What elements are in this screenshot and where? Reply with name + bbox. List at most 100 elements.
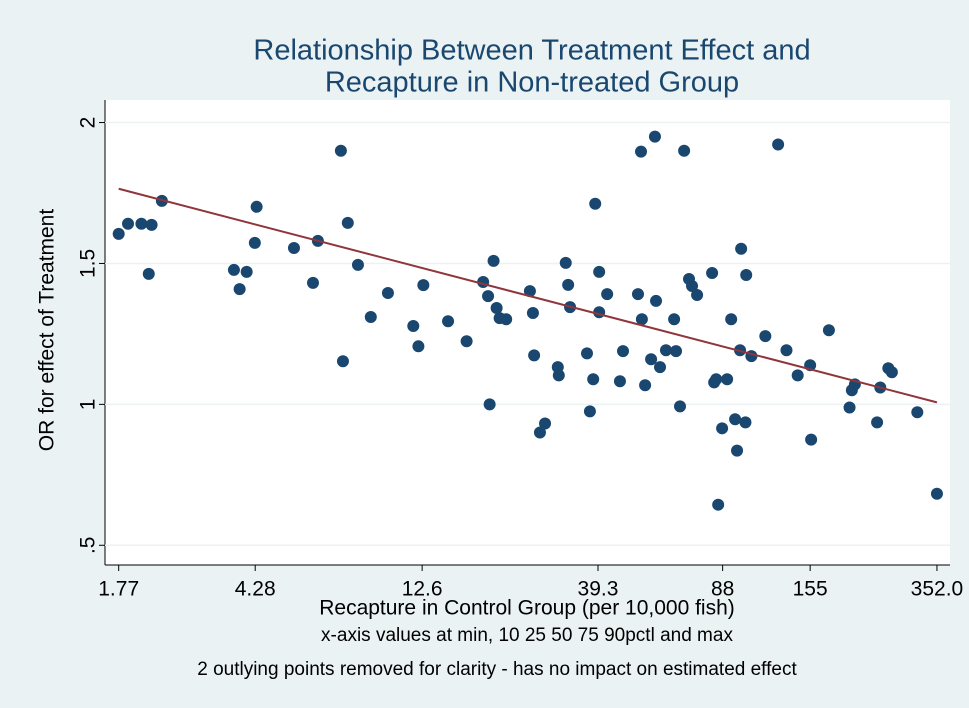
x-tick-label: 155: [793, 578, 828, 601]
point: [460, 335, 473, 348]
point: [112, 227, 125, 240]
point: [593, 265, 606, 278]
point: [731, 444, 744, 457]
point: [805, 433, 818, 446]
point: [539, 417, 552, 430]
x-tick-label: 1.77: [98, 578, 139, 601]
point: [552, 369, 565, 382]
point: [442, 315, 455, 328]
point: [417, 279, 430, 292]
point: [650, 294, 663, 307]
point: [659, 344, 672, 357]
point: [233, 283, 246, 296]
point: [613, 375, 626, 388]
x-tick-label: 88: [711, 578, 734, 601]
y-tick-label: 1: [77, 399, 100, 411]
point: [739, 416, 752, 429]
point: [589, 197, 602, 210]
point: [407, 320, 420, 333]
point: [287, 241, 300, 254]
point: [686, 280, 699, 292]
point: [631, 288, 644, 301]
point: [635, 313, 648, 326]
chart-title: Relationship Between Treatment Effect an…: [253, 35, 810, 67]
y-tick-label: .5: [77, 537, 100, 555]
point: [674, 400, 687, 413]
point: [487, 254, 500, 267]
point: [645, 353, 658, 366]
point: [639, 379, 652, 392]
point: [740, 269, 753, 282]
point: [250, 200, 263, 213]
point: [334, 144, 347, 157]
point: [528, 349, 541, 362]
point: [240, 265, 253, 278]
point: [759, 330, 772, 343]
x-tick-label: 352.0: [911, 578, 964, 601]
note: 2 outlying points removed for clarity - …: [197, 659, 797, 680]
point: [822, 324, 835, 337]
x-tick-label: 39.3: [578, 578, 619, 601]
point: [559, 256, 572, 269]
point: [341, 216, 354, 229]
point: [648, 130, 661, 143]
point: [412, 340, 425, 353]
point: [490, 301, 503, 314]
point: [122, 217, 135, 230]
fit-line: [118, 187, 938, 404]
point: [670, 345, 683, 358]
point: [306, 276, 319, 289]
point: [654, 361, 667, 374]
point: [533, 426, 546, 439]
point: [716, 422, 729, 435]
point: [351, 258, 364, 271]
point: [482, 290, 495, 303]
point: [364, 311, 377, 323]
point: [381, 287, 394, 300]
point: [721, 373, 734, 386]
chart-title: Recapture in Non-treated Group: [325, 67, 739, 99]
point: [691, 289, 704, 302]
point: [843, 401, 856, 414]
y-axis-title: OR for effect of Treatment: [36, 209, 59, 452]
point: [500, 313, 513, 326]
x-tick-label: 12.6: [402, 578, 443, 601]
x-axis-title: Recapture in Control Group (per 10,000 f…: [319, 597, 735, 620]
point: [483, 398, 496, 411]
plot-area: [105, 100, 950, 565]
point: [523, 285, 536, 298]
point: [145, 218, 158, 231]
point: [601, 288, 614, 301]
point: [911, 406, 924, 419]
point: [871, 416, 884, 429]
point: [668, 313, 681, 326]
point: [772, 138, 785, 151]
point: [587, 373, 600, 386]
y-tick-label: 1.5: [77, 249, 100, 278]
point: [735, 242, 748, 255]
note: x-axis values at min, 10 25 50 75 90pctl…: [321, 625, 733, 646]
x-tick-label: 4.28: [235, 578, 276, 601]
point: [135, 217, 148, 230]
point: [706, 267, 719, 280]
point: [729, 413, 742, 426]
point: [562, 278, 575, 291]
point: [930, 487, 943, 500]
point: [617, 345, 630, 358]
point: [712, 498, 725, 511]
point: [634, 145, 647, 158]
point: [780, 344, 793, 357]
point: [885, 366, 898, 379]
point: [725, 313, 738, 326]
point: [336, 355, 349, 368]
point: [142, 267, 155, 280]
point: [227, 263, 240, 276]
point: [791, 369, 804, 382]
point: [678, 144, 691, 157]
point: [583, 405, 596, 418]
point: [710, 373, 723, 386]
point: [526, 307, 539, 320]
point: [248, 236, 261, 249]
point: [580, 347, 593, 360]
